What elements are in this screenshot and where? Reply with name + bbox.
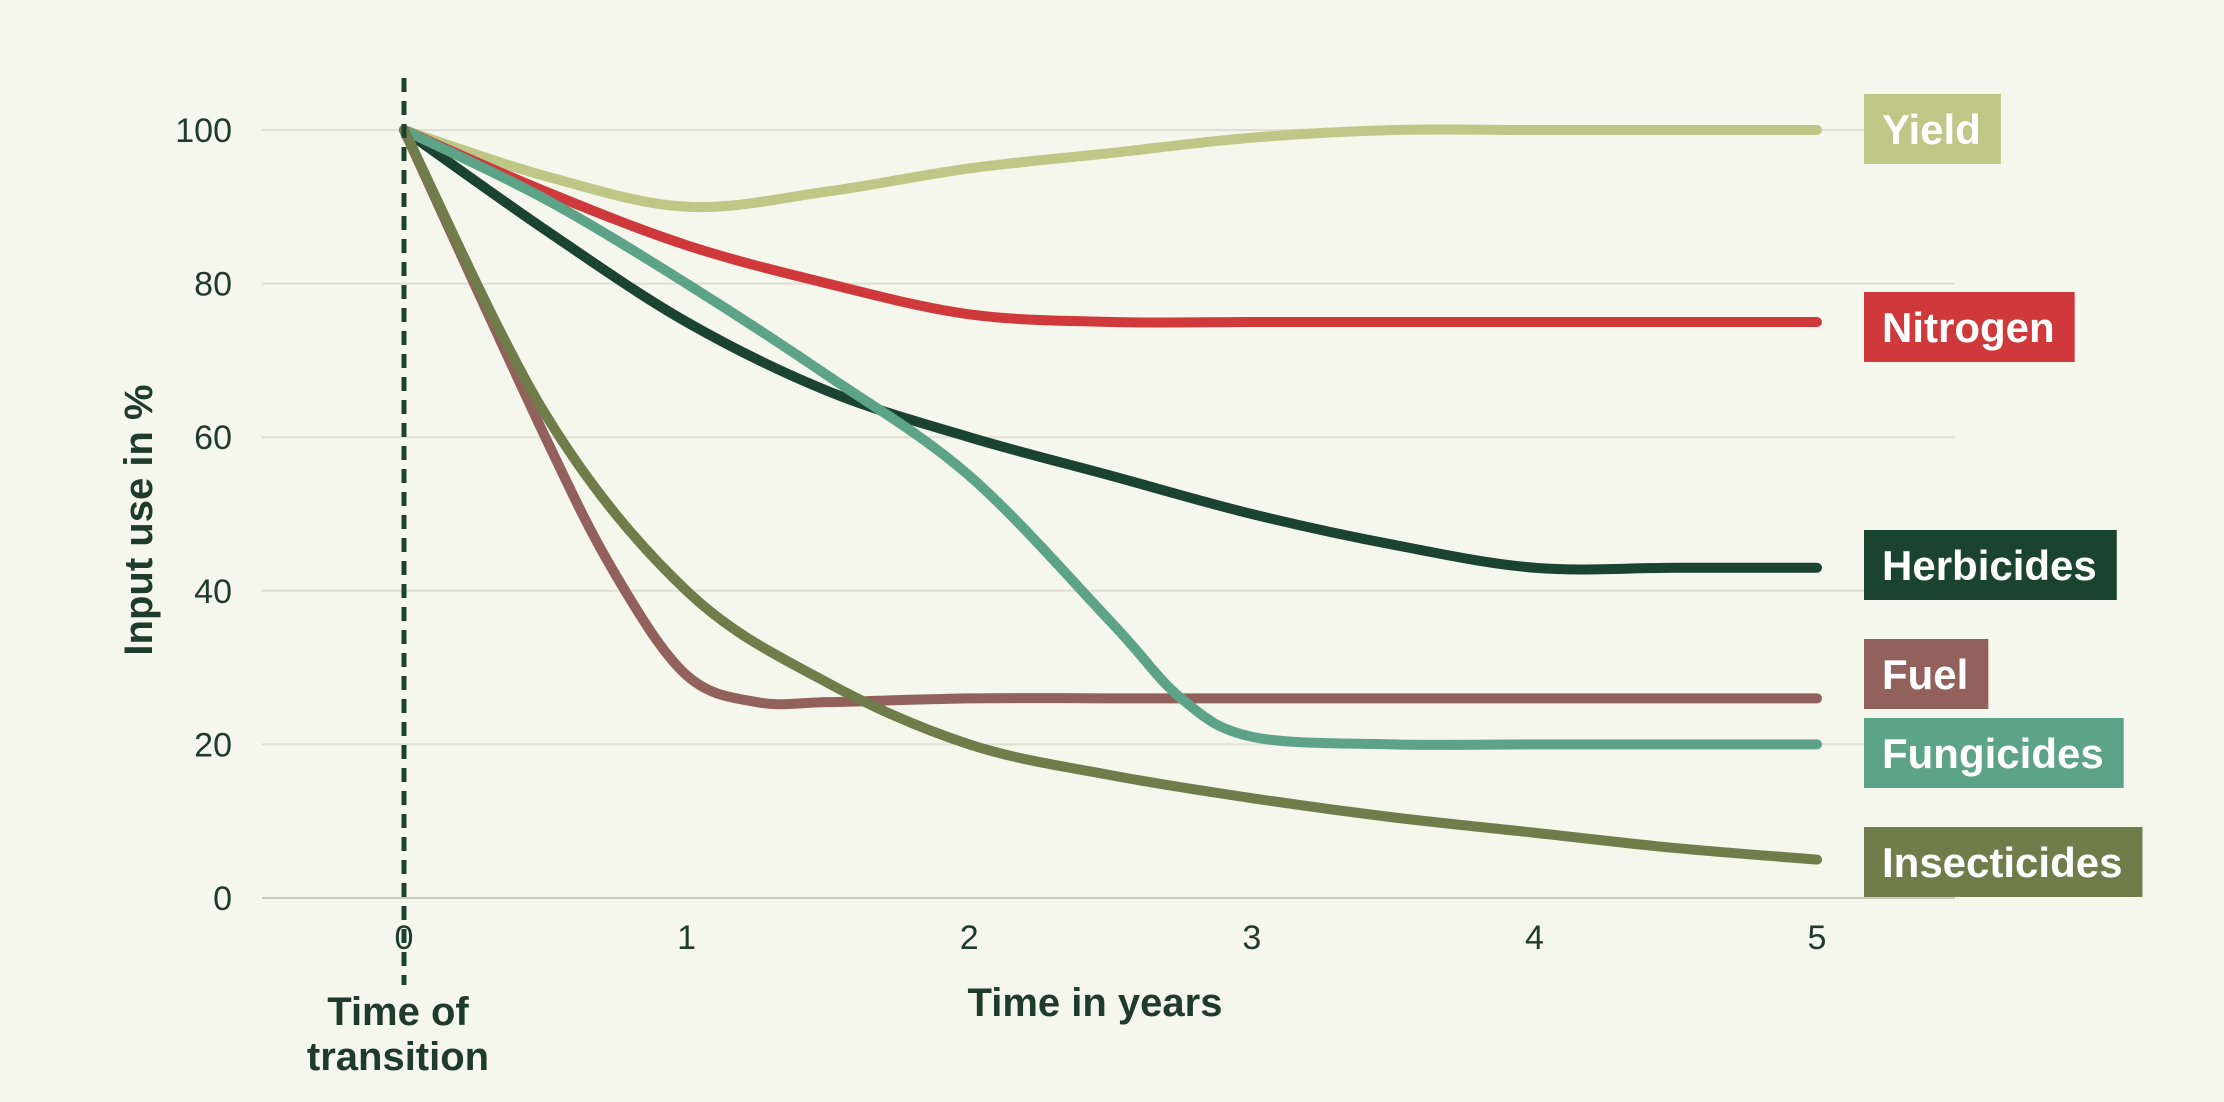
series-label-text: Herbicides (1882, 542, 2097, 589)
y-axis-title: Input use in % (117, 384, 161, 655)
series-line-yield (399, 124, 1822, 213)
series-label-yield: Yield (1864, 94, 2001, 164)
x-tick-label: 2 (960, 919, 979, 957)
series-label-text: Fungicides (1882, 730, 2104, 777)
x-axis-title: Time in years (968, 981, 1223, 1025)
y-tick-label: 40 (194, 573, 232, 611)
transition-label-line2: transition (307, 1035, 489, 1079)
series-label-box (1864, 292, 2075, 362)
y-tick-label: 0 (213, 880, 232, 918)
transition-label-line1: Time of (327, 990, 469, 1034)
series-line-herbicides (399, 125, 1822, 575)
y-axis-ticks: 0 20 40 60 80 100 (175, 112, 232, 918)
series-label-herbicides: Herbicides (1864, 530, 2117, 600)
series-label-box (1864, 827, 2143, 897)
series-label-insecticides: Insecticides (1864, 827, 2143, 897)
series-label-text: Nitrogen (1882, 304, 2055, 351)
series-label-box (1864, 718, 2124, 788)
series-label-text: Fuel (1882, 651, 1968, 698)
series-line-nitrogen (399, 125, 1822, 328)
x-tick-label: 3 (1242, 919, 1261, 957)
series-line-fuel (399, 125, 1822, 710)
series-label-text: Insecticides (1882, 839, 2122, 886)
series-line-fungicides (399, 125, 1822, 750)
y-tick-label: 100 (175, 112, 232, 150)
series-line-insecticides (399, 125, 1822, 865)
series-label-nitrogen: Nitrogen (1864, 292, 2075, 362)
y-tick-label: 20 (194, 726, 232, 764)
series-label-text: Yield (1882, 106, 1981, 153)
y-tick-label: 60 (194, 419, 232, 457)
x-tick-label: 4 (1525, 919, 1544, 957)
x-tick-label: 5 (1808, 919, 1827, 957)
x-tick-label: 1 (677, 919, 696, 957)
y-tick-label: 80 (194, 266, 232, 304)
series-label-box (1864, 639, 1989, 709)
series-label-fungicides: Fungicides (1864, 718, 2124, 788)
series-label-box (1864, 94, 2001, 164)
series-label-box (1864, 530, 2117, 600)
series-lines (399, 124, 1822, 865)
series-label-fuel: Fuel (1864, 639, 1989, 709)
series-labels: Yield Nitrogen Herbicides Fuel Fungicides Ins… (1864, 94, 2143, 897)
gridlines (262, 129, 1955, 899)
